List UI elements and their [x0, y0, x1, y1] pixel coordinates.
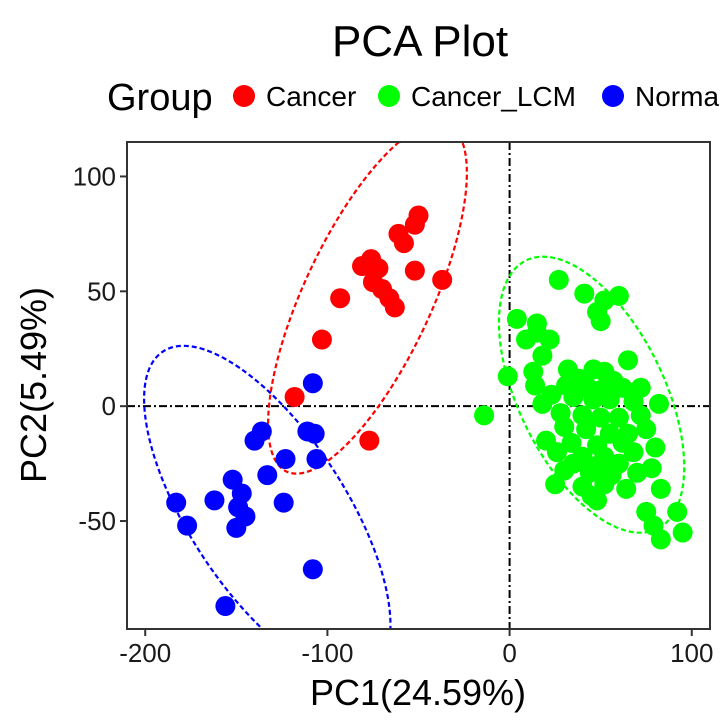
point-cancer-lcm [636, 419, 657, 440]
point-cancer-lcm [532, 393, 553, 414]
point-cancer-lcm [618, 350, 639, 371]
point-cancer-lcm [574, 283, 595, 304]
point-cancer-lcm [515, 329, 536, 350]
point-cancer-lcm [648, 393, 669, 414]
point-cancer-lcm [667, 501, 688, 522]
point-normal [302, 373, 323, 394]
y-tick-label: 50 [87, 276, 116, 306]
point-cancer [352, 256, 373, 277]
point-cancer-lcm [583, 389, 604, 410]
confidence-ellipse-cancer [267, 142, 468, 475]
point-cancer [330, 288, 351, 309]
point-cancer-lcm [590, 407, 611, 428]
point-cancer-lcm [474, 405, 495, 426]
point-cancer-lcm [641, 458, 662, 479]
point-cancer-lcm [650, 529, 671, 550]
point-cancer-lcm [650, 478, 671, 499]
legend-marker-normal [602, 85, 624, 107]
point-cancer-lcm [608, 407, 629, 428]
point-cancer-lcm [532, 345, 553, 366]
legend-label-cancer-lcm: Cancer_LCM [411, 81, 576, 112]
point-cancer-lcm [612, 377, 633, 398]
point-cancer-lcm [616, 478, 637, 499]
point-normal [302, 559, 323, 580]
point-cancer-lcm [623, 442, 644, 463]
y-tick-label: -50 [78, 506, 116, 536]
point-cancer-lcm [608, 285, 629, 306]
point-normal [304, 423, 325, 444]
x-tick-label: 100 [670, 638, 713, 668]
legend-marker-cancer-lcm [378, 85, 400, 107]
point-cancer-lcm [563, 386, 584, 407]
point-cancer [404, 260, 425, 281]
point-cancer-lcm [554, 416, 575, 437]
point-cancer-lcm [545, 474, 566, 495]
point-cancer-lcm [546, 442, 567, 463]
legend-label-cancer: Cancer [266, 81, 356, 112]
point-cancer-lcm [525, 375, 546, 396]
legend-label-normal: Normal [635, 81, 720, 112]
point-cancer-lcm [645, 437, 666, 458]
point-cancer [311, 329, 332, 350]
point-cancer-lcm [497, 366, 518, 387]
x-tick-label: 0 [502, 638, 516, 668]
legend-marker-cancer [233, 85, 255, 107]
point-cancer-lcm [561, 432, 582, 453]
point-normal [215, 596, 236, 617]
point-normal [275, 449, 296, 470]
point-cancer [393, 233, 414, 254]
point-cancer [432, 269, 453, 290]
point-cancer [284, 386, 305, 407]
point-normal [273, 492, 294, 513]
x-tick-label: -100 [301, 638, 353, 668]
legend: Group Cancer Cancer_LCM Normal [107, 77, 720, 119]
chart-title: PCA Plot [332, 17, 508, 66]
plot-panel-border [126, 141, 711, 630]
legend-title: Group [107, 77, 213, 119]
point-cancer-lcm [576, 419, 597, 440]
confidence-ellipse-normal [143, 344, 392, 629]
point-cancer-lcm [672, 522, 693, 543]
y-tick-label: 0 [102, 391, 116, 421]
point-cancer [384, 297, 405, 318]
point-cancer-lcm [599, 389, 620, 410]
point-normal [226, 517, 247, 538]
x-axis-label: PC1(24.59%) [310, 672, 526, 713]
point-normal [177, 515, 198, 536]
point-normal [257, 465, 278, 486]
y-axis-label: PC2(5.49%) [13, 287, 54, 483]
point-cancer-lcm [594, 474, 615, 495]
point-cancer-lcm [506, 308, 527, 329]
point-normal [244, 430, 265, 451]
point-normal [306, 449, 327, 470]
point-cancer-lcm [539, 329, 560, 350]
y-tick-label: 100 [73, 161, 116, 191]
point-cancer [359, 430, 380, 451]
point-cancer-lcm [548, 269, 569, 290]
point-cancer-lcm [587, 490, 608, 511]
point-cancer-lcm [590, 311, 611, 332]
point-cancer [404, 214, 425, 235]
plot-area [127, 142, 710, 629]
point-normal [166, 492, 187, 513]
x-tick-label: -200 [119, 638, 171, 668]
point-normal [204, 490, 225, 511]
